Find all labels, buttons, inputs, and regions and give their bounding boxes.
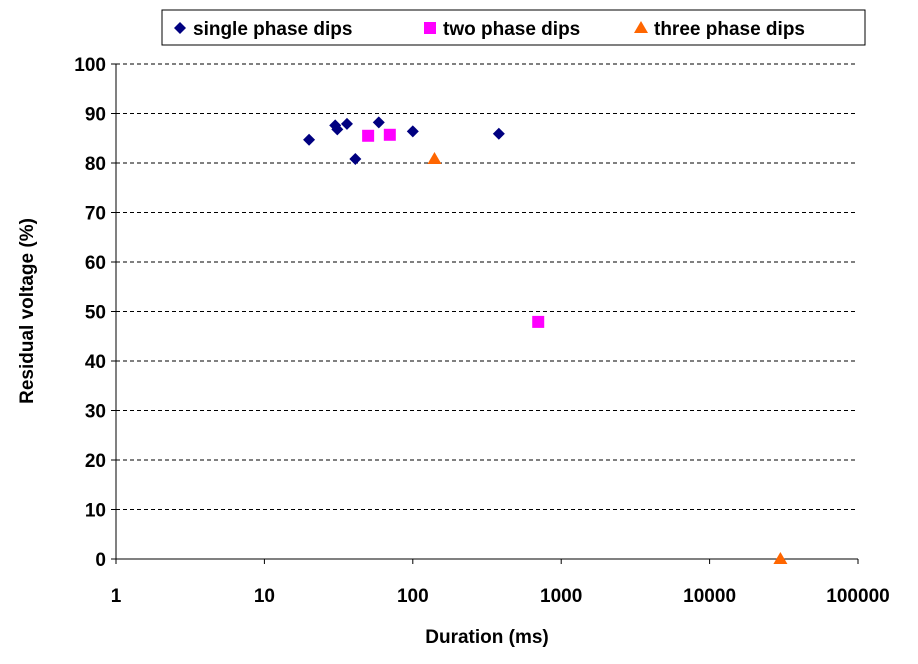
data-point-square bbox=[362, 129, 375, 142]
legend: single phase dips two phase dips three pha… bbox=[161, 9, 866, 46]
y-tick-label: 40 bbox=[85, 352, 106, 373]
x-tick-label: 1 bbox=[111, 586, 122, 607]
grid-lines bbox=[116, 63, 858, 510]
data-point-diamond bbox=[372, 116, 385, 129]
data-point-square bbox=[532, 315, 545, 328]
y-tick-label: 90 bbox=[85, 105, 106, 126]
y-tick-label: 80 bbox=[85, 154, 106, 175]
y-tick-label: 100 bbox=[74, 55, 106, 76]
data-point-triangle bbox=[427, 152, 442, 165]
x-tick-label: 100000 bbox=[826, 586, 889, 607]
data-points bbox=[303, 116, 788, 564]
data-point-diamond bbox=[331, 123, 344, 136]
legend-box bbox=[161, 9, 866, 46]
y-tick-label: 70 bbox=[85, 204, 106, 225]
data-point-diamond bbox=[329, 119, 342, 132]
data-point-diamond bbox=[303, 133, 316, 146]
y-tick-label: 20 bbox=[85, 451, 106, 472]
data-point-triangle bbox=[773, 552, 788, 564]
x-tick-label: 10000 bbox=[683, 586, 736, 607]
legend-label: two phase dips bbox=[443, 19, 580, 40]
data-point-diamond bbox=[340, 117, 353, 130]
y-axis-label: Residual voltage (%) bbox=[17, 218, 38, 404]
legend-label: single phase dips bbox=[193, 19, 352, 40]
data-point-diamond bbox=[406, 125, 419, 138]
x-tick-label: 1000 bbox=[540, 586, 582, 607]
y-tick-label: 30 bbox=[85, 402, 106, 423]
data-point-square bbox=[383, 128, 396, 141]
y-tick-label: 0 bbox=[95, 550, 106, 571]
legend-label: three phase dips bbox=[654, 19, 805, 40]
y-tick-labels: 0 10 20 30 40 50 60 70 80 90 100 bbox=[74, 55, 106, 571]
x-tick-label: 10 bbox=[254, 586, 275, 607]
data-point-diamond bbox=[492, 127, 505, 140]
y-tick-label: 10 bbox=[85, 501, 106, 522]
x-tick-labels: 1 10 100 1000 10000 100000 bbox=[111, 586, 890, 607]
x-axis-label: Duration (ms) bbox=[425, 627, 549, 648]
y-tick-label: 50 bbox=[85, 303, 106, 324]
x-tick-label: 100 bbox=[397, 586, 429, 607]
legend-marker-diamond bbox=[174, 22, 186, 34]
data-point-diamond bbox=[349, 153, 362, 166]
legend-marker-triangle bbox=[634, 21, 648, 33]
legend-marker-square bbox=[424, 22, 436, 34]
axes bbox=[111, 63, 859, 564]
y-tick-label: 60 bbox=[85, 253, 106, 274]
